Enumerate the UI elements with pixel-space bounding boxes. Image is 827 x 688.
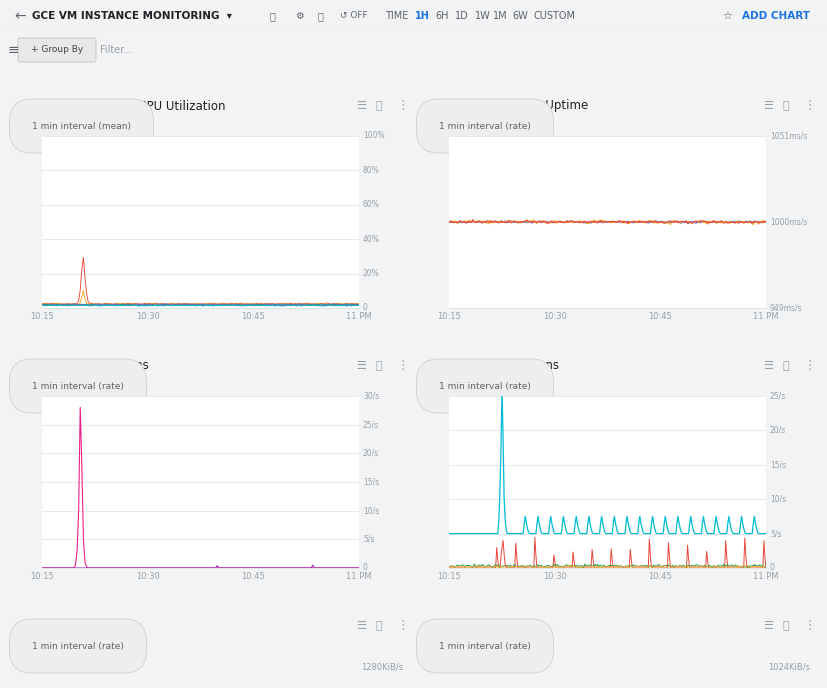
Text: 1 min interval (rate): 1 min interval (rate) [438,641,530,650]
Text: 100%: 100% [362,131,385,140]
Text: 80%: 80% [362,166,380,175]
Text: 5/s: 5/s [362,535,374,544]
Text: 0: 0 [362,303,367,312]
Text: 0: 0 [362,563,367,572]
Text: ⛶: ⛶ [782,621,789,631]
Text: ☰: ☰ [356,101,366,111]
Text: 60%: 60% [362,200,380,209]
Text: ☰: ☰ [762,361,772,371]
Text: 20/s: 20/s [362,449,379,458]
Text: ☰: ☰ [762,621,772,631]
Text: ⛶: ⛶ [375,621,382,631]
Text: Disk read bytes: Disk read bytes [26,619,118,632]
FancyBboxPatch shape [18,38,96,62]
Text: TIME: TIME [385,11,408,21]
Text: 1051ms/s: 1051ms/s [769,131,806,140]
Text: ←: ← [14,9,26,23]
Text: Filter...: Filter... [100,45,132,55]
Text: ⛶: ⛶ [375,101,382,111]
Text: ☆: ☆ [721,11,731,21]
Text: ⋮: ⋮ [802,619,815,632]
Text: ↺ OFF: ↺ OFF [340,12,367,21]
Text: 1 min interval (rate): 1 min interval (rate) [438,382,530,391]
Text: 1D: 1D [455,11,468,21]
Text: GCE VM INSTANCE MONITORING  ▾: GCE VM INSTANCE MONITORING ▾ [32,11,232,21]
Text: 0: 0 [769,563,774,572]
Text: 25/s: 25/s [769,391,786,400]
Text: 🔍: 🔍 [270,11,275,21]
Text: 1000ms/s: 1000ms/s [769,217,806,226]
Text: GCE VM Instance - Uptime: GCE VM Instance - Uptime [433,100,587,113]
Text: ⋮: ⋮ [395,100,408,113]
Text: 1280KiB/s: 1280KiB/s [361,663,403,672]
Text: 1H: 1H [414,11,429,21]
Text: Disk read operations: Disk read operations [26,360,149,372]
Text: 25/s: 25/s [362,420,379,429]
Text: ⋮: ⋮ [395,360,408,372]
Text: ☰: ☰ [356,621,366,631]
Text: 1 min interval (mean): 1 min interval (mean) [32,122,131,131]
Text: 10/s: 10/s [769,495,786,504]
Text: 1W: 1W [475,11,490,21]
Text: 1M: 1M [492,11,507,21]
Text: 10/s: 10/s [362,506,379,515]
Text: CUSTOM: CUSTOM [533,11,576,21]
Text: 20%: 20% [362,269,380,278]
Text: ⋮: ⋮ [395,619,408,632]
Text: ADD CHART: ADD CHART [741,11,809,21]
Text: 6W: 6W [511,11,527,21]
Text: 15/s: 15/s [769,460,786,469]
Text: 1024KiB/s: 1024KiB/s [767,663,809,672]
Text: 30/s: 30/s [362,391,379,400]
Text: 20/s: 20/s [769,426,786,435]
Text: + Group By: + Group By [31,45,83,54]
Text: 1 min interval (rate): 1 min interval (rate) [32,382,124,391]
Text: ⛶: ⛶ [375,361,382,371]
Text: ⛶: ⛶ [782,101,789,111]
Text: Disk write bytes: Disk write bytes [433,619,528,632]
Text: ⋮: ⋮ [802,100,815,113]
Text: ⋮: ⋮ [802,360,815,372]
Text: 5/s: 5/s [769,529,781,538]
Text: 1 min interval (rate): 1 min interval (rate) [438,122,530,131]
Text: ⛶: ⛶ [782,361,789,371]
Text: ☰: ☰ [356,361,366,371]
Text: ⛶: ⛶ [318,11,323,21]
Text: 40%: 40% [362,235,380,244]
Text: 6H: 6H [434,11,448,21]
Text: GCE VM Instance - CPU Utilization: GCE VM Instance - CPU Utilization [26,100,225,113]
Text: 15/s: 15/s [362,477,379,486]
Text: 949ms/s: 949ms/s [769,303,801,312]
Text: ≡: ≡ [8,43,20,57]
Text: ☰: ☰ [762,101,772,111]
Text: Disk write operations: Disk write operations [433,360,558,372]
Text: ⚙: ⚙ [294,11,304,21]
Text: 1 min interval (rate): 1 min interval (rate) [32,641,124,650]
